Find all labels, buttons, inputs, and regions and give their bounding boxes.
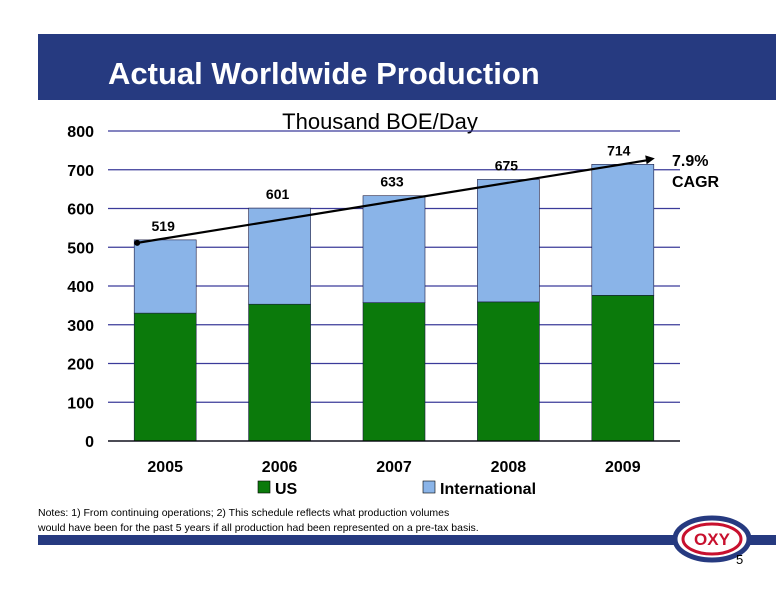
y-tick-label: 400 (67, 279, 94, 296)
y-tick-label: 100 (67, 395, 94, 412)
cagr-value: 7.9% (672, 153, 708, 170)
x-tick-label: 2006 (262, 459, 298, 476)
trend-line (137, 159, 647, 244)
logo-text: OXY (694, 530, 731, 549)
trend-start-dot (134, 239, 141, 246)
y-tick-label: 300 (67, 318, 94, 335)
legend-label-international: International (440, 481, 536, 498)
total-label: 601 (266, 186, 290, 202)
bar-us (248, 303, 311, 442)
y-tick-label: 700 (67, 163, 94, 180)
y-tick-label: 0 (85, 434, 94, 451)
cagr-label: CAGR (672, 174, 720, 191)
y-tick-label: 800 (67, 124, 94, 141)
total-label: 633 (380, 174, 404, 190)
x-tick-label: 2008 (491, 459, 527, 476)
legend-swatch-us (257, 480, 271, 494)
y-tick-label: 600 (67, 202, 94, 219)
y-tick-label: 500 (67, 240, 94, 257)
bar-us (591, 294, 655, 442)
x-tick-label: 2009 (605, 459, 641, 476)
x-tick-label: 2007 (376, 459, 412, 476)
bar-international (477, 179, 540, 303)
title-band (38, 34, 776, 100)
bar-international (133, 239, 197, 314)
trend-arrowhead (645, 155, 655, 165)
bar-us (362, 302, 426, 442)
oxy-logo: OXY (672, 515, 752, 563)
bottom-band (38, 535, 776, 545)
total-label: 519 (152, 218, 176, 234)
notes: Notes: 1) From continuing operations; 2)… (38, 506, 518, 536)
bar-us (133, 312, 197, 442)
bar-us (477, 301, 540, 442)
slide-title: Actual Worldwide Production (108, 56, 540, 91)
legend-swatch-international (422, 480, 436, 494)
notes-line-2: would have been for the past 5 years if … (38, 522, 479, 534)
notes-line-1: Notes: 1) From continuing operations; 2)… (38, 507, 450, 519)
bar-international (362, 195, 426, 303)
total-label: 675 (495, 157, 519, 173)
x-tick-label: 2005 (147, 459, 183, 476)
legend-label-us: US (275, 481, 298, 498)
chart-title: Thousand BOE/Day (282, 109, 478, 134)
bar-international (591, 164, 655, 296)
page-number: 5 (736, 552, 744, 567)
total-label: 714 (607, 142, 631, 158)
y-tick-label: 200 (67, 357, 94, 374)
